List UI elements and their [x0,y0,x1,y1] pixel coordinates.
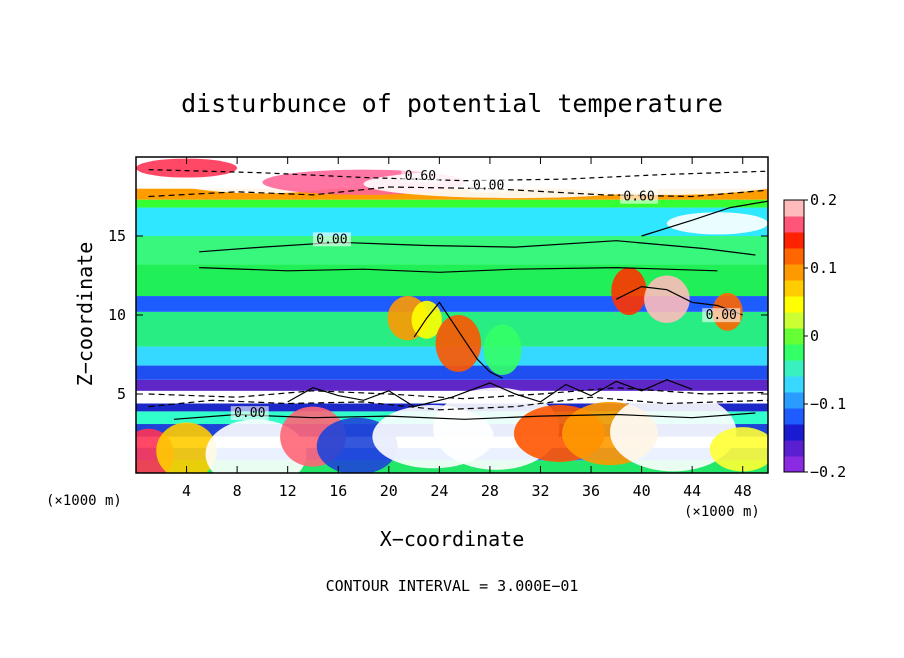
heatmap-patch-22 [540,163,768,195]
heatmap-band-11 [136,296,768,312]
colorbar-tick-label-2: 0 [810,327,819,345]
x-tick-label-36: 36 [582,482,600,500]
x-unit-label: (×1000 m) [684,504,760,520]
x-tick-label-24: 24 [430,482,448,500]
contour-line-5 [148,396,768,411]
heatmap-band-8 [136,365,768,380]
colorbar-swatch-6 [784,360,804,377]
contour-interval-note: CONTOUR INTERVAL = 3.000E−01 [326,577,579,595]
y-unit-label: (×1000 m) [46,493,122,509]
x-tick-label-4: 4 [182,482,191,500]
contour-label-3: 0.00 [316,232,347,247]
chart-title: disturbunce of potential temperature [181,89,723,118]
colorbar: 0.2 0.1 0 −0.1 −0.2 [783,191,846,481]
heatmap-patch-14 [483,324,522,376]
contour-line-3 [199,266,718,273]
y-tick-label-15: 15 [108,227,126,245]
colorbar-swatch-5 [784,376,804,393]
heatmap-band-15 [136,199,768,208]
colorbar-tick-label-3: −0.1 [810,395,846,413]
x-tick-label-16: 16 [329,482,347,500]
contour-label-4: 0.00 [706,308,737,323]
colorbar-swatch-7 [784,344,804,361]
y-axis-label: Z−coordinate [73,242,97,387]
x-tick-label-20: 20 [380,482,398,500]
colorbar-swatch-16 [784,200,804,217]
contour-label-0: 0.60 [405,169,436,184]
colorbar-swatch-14 [784,232,804,249]
x-tick-label-12: 12 [279,482,297,500]
contour-line-4 [148,387,768,400]
contour-label-bg-3 [312,232,351,247]
heatmap-band-14 [136,207,768,236]
contour-label-2: 0.60 [623,190,654,205]
colorbar-swatch-4 [784,392,804,409]
contour-labels: 0.60 0.00 0.60 0.00 0.00 0.00 [230,169,741,421]
colorbar-tick-label-0: 0.2 [810,191,837,209]
contour-label-bg-2 [620,189,659,204]
contour-line-1 [148,169,768,182]
contour-label-bg-0 [401,169,440,184]
colorbar-swatch-3 [784,408,804,425]
y-tick-label-10: 10 [108,306,126,324]
x-tick-label-44: 44 [683,482,701,500]
contour-label-bg-1 [469,178,508,193]
y-tick-label-5: 5 [117,385,126,403]
contour-label-bg-5 [230,406,269,421]
heatmap-patch-15 [611,267,647,315]
colorbar-swatch-10 [784,296,804,313]
heatmap-band-13 [136,236,768,265]
heatmap-band-7 [136,379,768,391]
y-axis: 5 10 15 [108,227,768,403]
colorbar-swatch-8 [784,328,804,345]
heatmap-field [136,157,768,473]
x-tick-label-40: 40 [633,482,651,500]
x-tick-label-8: 8 [233,482,242,500]
colorbar-swatch-13 [784,248,804,265]
x-axis: 4 8 12 16 20 24 28 32 36 40 44 48 [182,157,752,500]
colorbar-swatch-11 [784,280,804,297]
colorbar-swatch-2 [784,424,804,441]
heatmap-patch-9 [610,392,737,472]
colorbar-swatch-9 [784,312,804,329]
colorbar-tick-label-1: 0.1 [810,259,837,277]
heatmap-patch-13 [435,315,482,372]
contour-line-0 [148,186,768,198]
colorbar-swatch-0 [784,456,804,473]
contour-label-5: 0.00 [234,406,265,421]
contour-line-7 [413,301,503,379]
x-tick-label-28: 28 [481,482,499,500]
heatmap-patch-10 [709,427,768,472]
x-tick-label-32: 32 [531,482,549,500]
contour-line-8 [616,285,743,316]
x-tick-label-48: 48 [734,482,752,500]
heatmap-patch-1 [156,422,217,473]
colorbar-swatch-1 [784,440,804,457]
contour-line-2 [199,240,756,256]
contour-line-9 [641,200,768,237]
colorbar-tick-label-4: −0.2 [810,463,846,481]
colorbar-swatch-15 [784,216,804,233]
contour-label-1: 0.00 [473,179,504,194]
colorbar-swatch-12 [784,264,804,281]
heatmap-patch-18 [666,212,768,235]
x-axis-label: X−coordinate [380,527,525,551]
heatmap-patch-23 [136,158,238,178]
contour-line-10 [287,379,693,408]
heatmap-patch-16 [644,275,690,323]
contour-label-bg-4 [702,308,741,323]
